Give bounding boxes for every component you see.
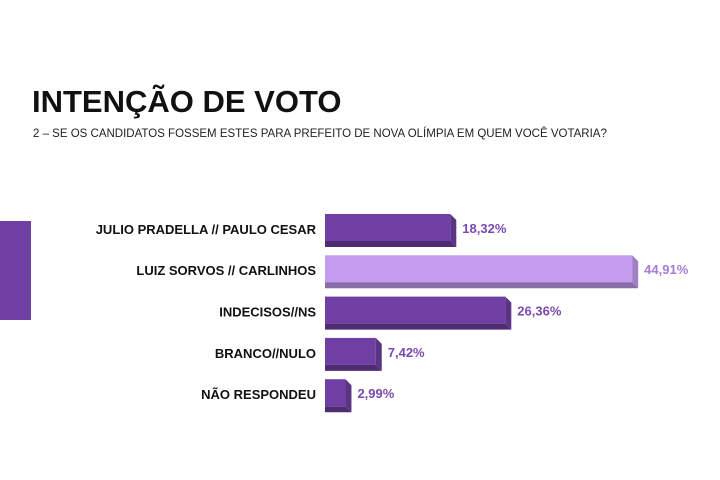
value-label: 2,99% bbox=[357, 386, 394, 401]
bar-side bbox=[375, 337, 382, 371]
category-label: INDECISOS//NS bbox=[219, 305, 316, 320]
bar-face bbox=[325, 255, 633, 283]
bar-side bbox=[632, 255, 639, 289]
category-label: JULIO PRADELLA // PAULO CESAR bbox=[96, 222, 317, 237]
bar-face bbox=[325, 379, 346, 407]
chart-title: INTENÇÃO DE VOTO bbox=[32, 84, 341, 119]
bar-bottom bbox=[325, 406, 352, 413]
bar-side bbox=[450, 214, 457, 247]
bar-bottom bbox=[325, 364, 382, 371]
value-label: 7,42% bbox=[388, 345, 425, 360]
bar-face bbox=[325, 296, 506, 324]
bar bbox=[325, 214, 457, 247]
category-label: BRANCO//NULO bbox=[215, 346, 316, 361]
value-label: 18,32% bbox=[462, 221, 507, 236]
value-label: 44,91% bbox=[644, 262, 689, 277]
chart-subtitle: 2 – SE OS CANDIDATOS FOSSEM ESTES PARA P… bbox=[33, 127, 607, 140]
bar-bottom bbox=[325, 241, 457, 247]
category-label: LUIZ SORVOS // CARLINHOS bbox=[136, 263, 316, 278]
bar-bottom bbox=[325, 282, 639, 289]
bar-face bbox=[325, 337, 376, 365]
bar bbox=[325, 379, 352, 413]
bar-bottom bbox=[325, 323, 512, 330]
value-label: 26,36% bbox=[517, 304, 562, 319]
bar bbox=[325, 296, 512, 330]
bar-face bbox=[325, 214, 451, 241]
category-label: NÃO RESPONDEU bbox=[201, 387, 316, 402]
side-accent bbox=[0, 221, 31, 320]
bar bbox=[325, 255, 639, 289]
bar bbox=[325, 337, 382, 371]
bar-side bbox=[345, 379, 352, 413]
bar-side bbox=[505, 296, 512, 330]
